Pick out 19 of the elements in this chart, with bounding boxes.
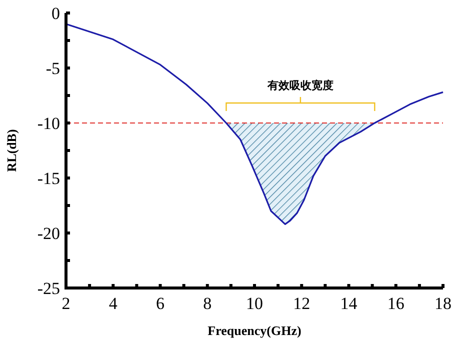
- x-tick-label: 10: [246, 294, 263, 313]
- y-axis-title: RL(dB): [4, 129, 19, 172]
- x-tick-label: 14: [340, 294, 358, 313]
- x-tick-label: 6: [156, 294, 164, 313]
- y-tick-label: -25: [37, 279, 60, 298]
- x-tick-label: 18: [434, 294, 452, 313]
- y-tick-label: -10: [37, 114, 60, 133]
- x-tick-label: 8: [203, 294, 212, 313]
- x-tick-label: 16: [387, 294, 404, 313]
- line-series: [65, 23, 444, 225]
- x-tick-label: 4: [108, 294, 118, 313]
- x-tick-label: 2: [62, 294, 70, 313]
- x-tick-label: 12: [293, 294, 310, 313]
- x-axis-title: Frequency(GHz): [208, 323, 302, 338]
- y-tick-label: -5: [46, 59, 60, 78]
- y-tick-label: -20: [37, 224, 60, 243]
- annotation: 有效吸收宽度: [266, 79, 334, 92]
- y-tick-label: -15: [37, 169, 60, 188]
- y-tick-label: 0: [52, 4, 60, 23]
